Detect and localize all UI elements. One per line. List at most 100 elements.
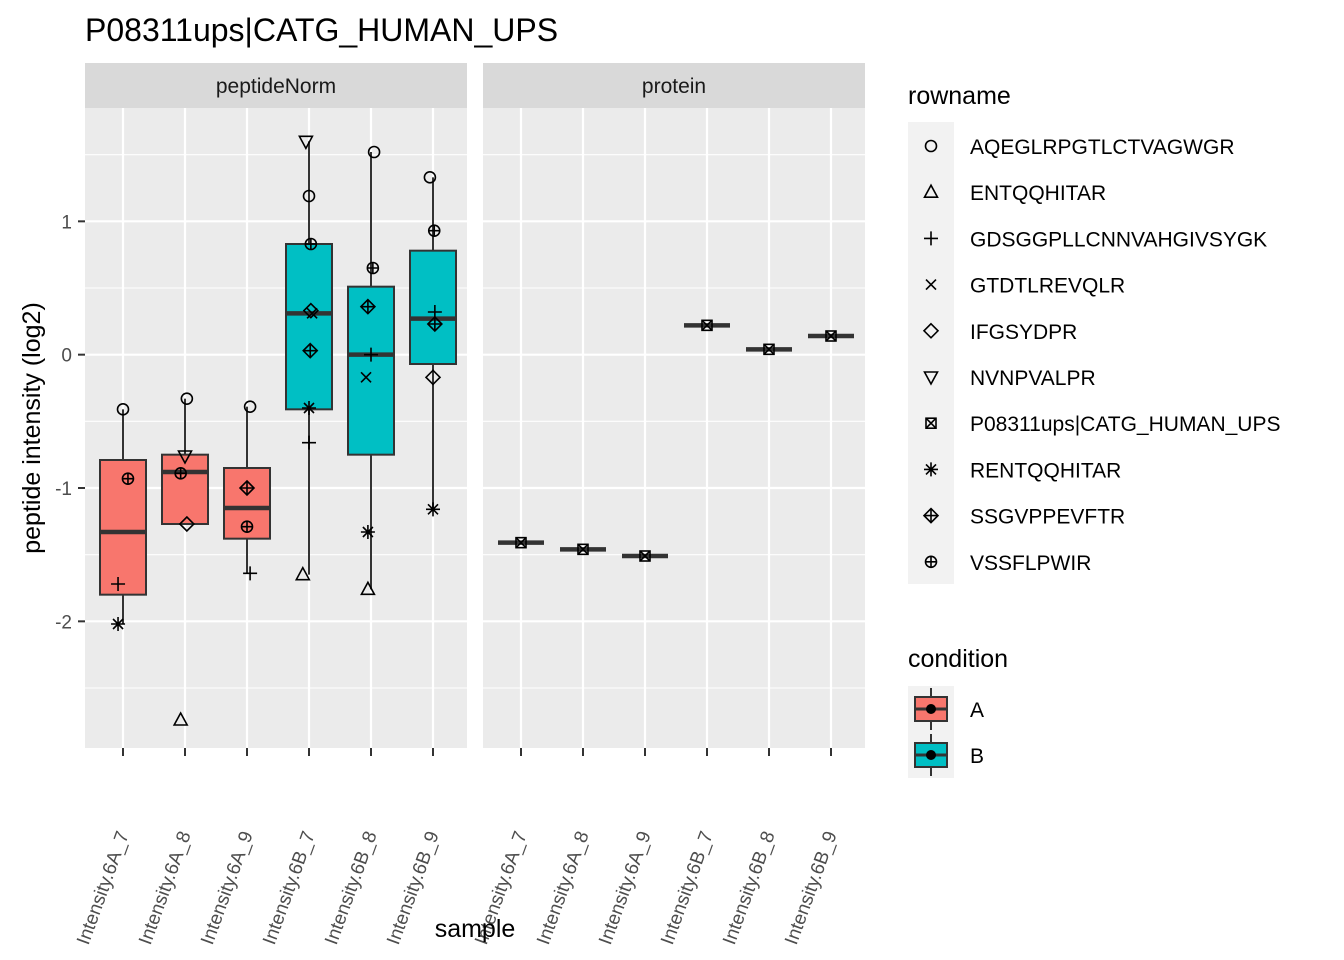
point-protein-3-square: [701, 319, 713, 332]
strip-label-peptidenorm: peptideNorm: [216, 75, 336, 98]
point-protein-4-cross: [763, 343, 775, 355]
x-tick-label: Intensity.6B_7: [657, 829, 717, 948]
point-peptideNorm-27-asterisk: [360, 525, 375, 539]
legend-rowname-key: [925, 279, 937, 291]
point-peptideNorm-24-plus: [360, 299, 375, 314]
point-peptideNorm-10: [238, 479, 256, 497]
legend-rowname-label: P08311ups|CATG_HUMAN_UPS: [970, 413, 1280, 436]
legend-condition-title: condition: [908, 645, 1008, 673]
point-peptideNorm-23-plus: [367, 262, 379, 274]
legend-rowname-label: RENTQQHITAR: [970, 459, 1121, 482]
point-peptideNorm-28-triangle: [360, 580, 376, 596]
point-protein-4: [763, 343, 775, 356]
point-peptideNorm-27: [360, 525, 375, 539]
point-protein-5: [825, 330, 837, 342]
strip-protein: [483, 63, 865, 108]
point-peptideNorm-18: [302, 342, 319, 359]
legend-rowname-key: [925, 417, 937, 430]
point-peptideNorm-24: [359, 298, 377, 315]
point-peptideNorm-8-triangle: [172, 711, 189, 726]
legend-rowname-entries: AQEGLRPGTLCTVAGWGR ENTQQHITAR GDSGGPLLCNNV…: [922, 136, 1280, 575]
legend-condition: condition AB: [908, 645, 1008, 778]
legend-rowname-label: AQEGLRPGTLCTVAGWGR: [970, 136, 1234, 159]
point-protein-1-cross: [577, 543, 589, 555]
point-peptideNorm-7: [178, 515, 195, 533]
legend-rowname-label: SSGVPPEVFTR: [970, 506, 1125, 529]
strip-peptidenorm: [85, 63, 467, 108]
legend-rowname-key: [924, 139, 938, 153]
point-peptideNorm-14: [302, 189, 316, 203]
x-tick-label: Intensity.6B_8: [321, 829, 381, 948]
point-peptideNorm-34: [426, 502, 440, 517]
x-tick-label: Intensity.6A_7: [73, 829, 133, 948]
legend-rowname-key: [924, 462, 938, 477]
point-protein-0-cross: [515, 537, 527, 549]
chart-title: P08311ups|CATG_HUMAN_UPS: [85, 12, 558, 48]
legend-rowname-key-asterisk: [924, 462, 938, 477]
point-protein-5-square: [825, 330, 837, 342]
legend-rowname-key: [922, 507, 940, 524]
point-peptideNorm-32: [426, 315, 443, 333]
legend-rowname-key: [924, 555, 938, 569]
legend-rowname-key-plus: [924, 508, 938, 523]
legend-condition-label: B: [970, 745, 984, 768]
legend-rowname-key: [923, 371, 939, 386]
point-peptideNorm-33: [424, 369, 442, 386]
point-peptideNorm-30-plus: [428, 225, 440, 237]
point-peptideNorm-20-plus: [302, 435, 316, 450]
x-tick-label: Intensity.6A_8: [533, 829, 593, 948]
panel-protein: protein: [483, 63, 865, 748]
point-peptideNorm-13-triangle: [298, 135, 314, 151]
legend-rowname-key: [923, 183, 939, 198]
legend-rowname-key-diamond: [922, 322, 940, 339]
point-peptideNorm-32-plus: [427, 317, 442, 331]
point-peptideNorm-6: [174, 467, 187, 480]
point-peptideNorm-19-asterisk: [302, 401, 316, 415]
point-peptideNorm-15: [304, 237, 318, 251]
point-peptideNorm-14-circle: [302, 189, 316, 203]
point-peptideNorm-1-plus: [122, 473, 134, 485]
point-peptideNorm-11-plus: [241, 521, 253, 533]
point-protein-3: [701, 319, 713, 332]
legend-rowname-label: GDSGGPLLCNNVAHGIVSYGK: [970, 228, 1267, 251]
point-peptideNorm-17: [306, 307, 318, 319]
point-peptideNorm-12-plus: [243, 566, 258, 581]
x-tick-label: Intensity.6B_7: [259, 829, 319, 948]
legend-rowname-key-triangle: [923, 183, 939, 198]
point-peptideNorm-22: [367, 145, 381, 159]
strip-label-protein: protein: [642, 75, 706, 98]
point-peptideNorm-33-diamond: [424, 369, 442, 386]
point-peptideNorm-9-circle: [243, 400, 257, 413]
point-peptideNorm-10-plus: [240, 481, 254, 495]
point-peptideNorm-29: [423, 171, 437, 184]
legend-rowname-key-bg: [908, 122, 954, 584]
point-peptideNorm-16: [302, 302, 319, 319]
point-peptideNorm-23: [366, 261, 380, 275]
point-peptideNorm-6-plus: [175, 467, 187, 479]
legend-rowname-key-triangle: [923, 371, 939, 386]
box-peptideNorm-4: [347, 152, 395, 590]
legend-rowname-key: [924, 231, 938, 246]
point-protein-1-square: [577, 543, 589, 556]
point-peptideNorm-12: [243, 566, 258, 581]
x-tick-label: Intensity.6A_9: [197, 829, 257, 948]
point-peptideNorm-5-triangle: [177, 450, 193, 465]
data-layer-peptidenorm: [85, 108, 467, 748]
legend-rowname-label: NVNPVALPR: [970, 367, 1096, 390]
box-body: [285, 243, 333, 411]
point-peptideNorm-29-circle: [423, 171, 437, 184]
point-peptideNorm-34-asterisk: [426, 502, 440, 517]
point-peptideNorm-20: [302, 435, 316, 450]
point-peptideNorm-15-plus: [305, 238, 317, 250]
point-peptideNorm-4: [180, 392, 194, 405]
point-peptideNorm-21: [294, 565, 311, 581]
point-peptideNorm-4-circle: [180, 392, 194, 405]
point-protein-2: [639, 550, 651, 562]
y-tick-label: -1: [55, 479, 72, 500]
y-axis: -2 -1 0 1: [55, 212, 85, 633]
point-peptideNorm-13: [298, 135, 314, 151]
data-layer-protein: [483, 108, 865, 748]
point-peptideNorm-25: [364, 347, 378, 362]
x-tick-label: Intensity.6A_8: [135, 829, 195, 948]
